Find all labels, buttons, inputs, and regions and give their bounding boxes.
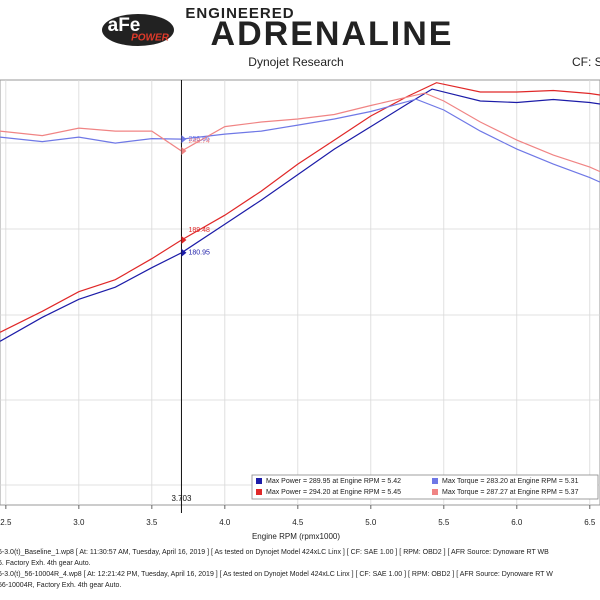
cursor-readout: 248.74 <box>188 138 210 145</box>
cursor-label: 3.703 <box>171 494 192 503</box>
legend-entry: Max Power = 289.95 at Engine RPM = 5.42 <box>266 478 401 485</box>
legend-swatch <box>432 478 438 484</box>
series-line <box>0 92 600 173</box>
x-axis-title: Engine RPM (rpmx1000) <box>252 532 340 541</box>
legend-swatch <box>256 478 262 484</box>
legend-entry: Max Power = 294.20 at Engine RPM = 5.45 <box>266 489 401 496</box>
footnotes: 6-3.0(t)_Baseline_1.wp8 [ At: 11:30:57 A… <box>0 549 553 589</box>
legend-swatch <box>256 489 262 495</box>
cursor-readout: 256.66 <box>188 136 210 143</box>
legend-entry: Max Torque = 283.20 at Engine RPM = 5.31 <box>442 478 579 485</box>
x-tick-label: 3.0 <box>73 518 85 527</box>
chart-title: Dynojet Research <box>248 55 343 69</box>
cursor-marker <box>181 235 187 244</box>
series-line <box>0 98 600 183</box>
cursor-marker <box>181 146 187 155</box>
x-tick-label: 2.5 <box>0 518 12 527</box>
logo-badge <box>102 14 174 46</box>
legend-box <box>251 474 599 500</box>
x-tick-label: 4.5 <box>292 518 304 527</box>
cursor-marker <box>181 135 187 144</box>
cursor-readout: 189.48 <box>188 227 210 234</box>
footnote: 56-10004R, Factory Exh. 4th gear Auto. <box>0 582 121 589</box>
x-tick-label: 3.5 <box>146 518 158 527</box>
footnote: 6-3.0(t)_Baseline_1.wp8 [ At: 11:30:57 A… <box>0 549 549 556</box>
legend-swatch <box>432 489 438 495</box>
x-tick-label: 6.5 <box>584 518 596 527</box>
tagline: ENGINEERED <box>185 5 294 22</box>
series-line <box>0 88 600 342</box>
legend-entry: Max Torque = 287.27 at Engine RPM = 5.37 <box>442 489 579 496</box>
x-tick-label: 4.0 <box>219 518 231 527</box>
cursor-marker <box>181 248 187 257</box>
x-tick-label: 5.0 <box>365 518 377 527</box>
logo-sub: POWER <box>131 33 170 44</box>
x-tick-label: 5.5 <box>438 518 450 527</box>
x-tick-label: 6.0 <box>511 518 523 527</box>
brand: ADRENALINE <box>211 15 454 53</box>
series-line <box>0 82 600 333</box>
plot-frame <box>0 79 600 506</box>
cursor-readout: 180.95 <box>188 250 210 257</box>
footnote: 6-3.0(t)_56-10004R_4.wp8 [ At: 12:21:42 … <box>0 571 553 578</box>
logo: aFe <box>108 15 141 36</box>
footnote: 6. Factory Exh. 4th gear Auto. <box>0 560 91 567</box>
chart-subtitle: CF: S <box>572 55 600 69</box>
